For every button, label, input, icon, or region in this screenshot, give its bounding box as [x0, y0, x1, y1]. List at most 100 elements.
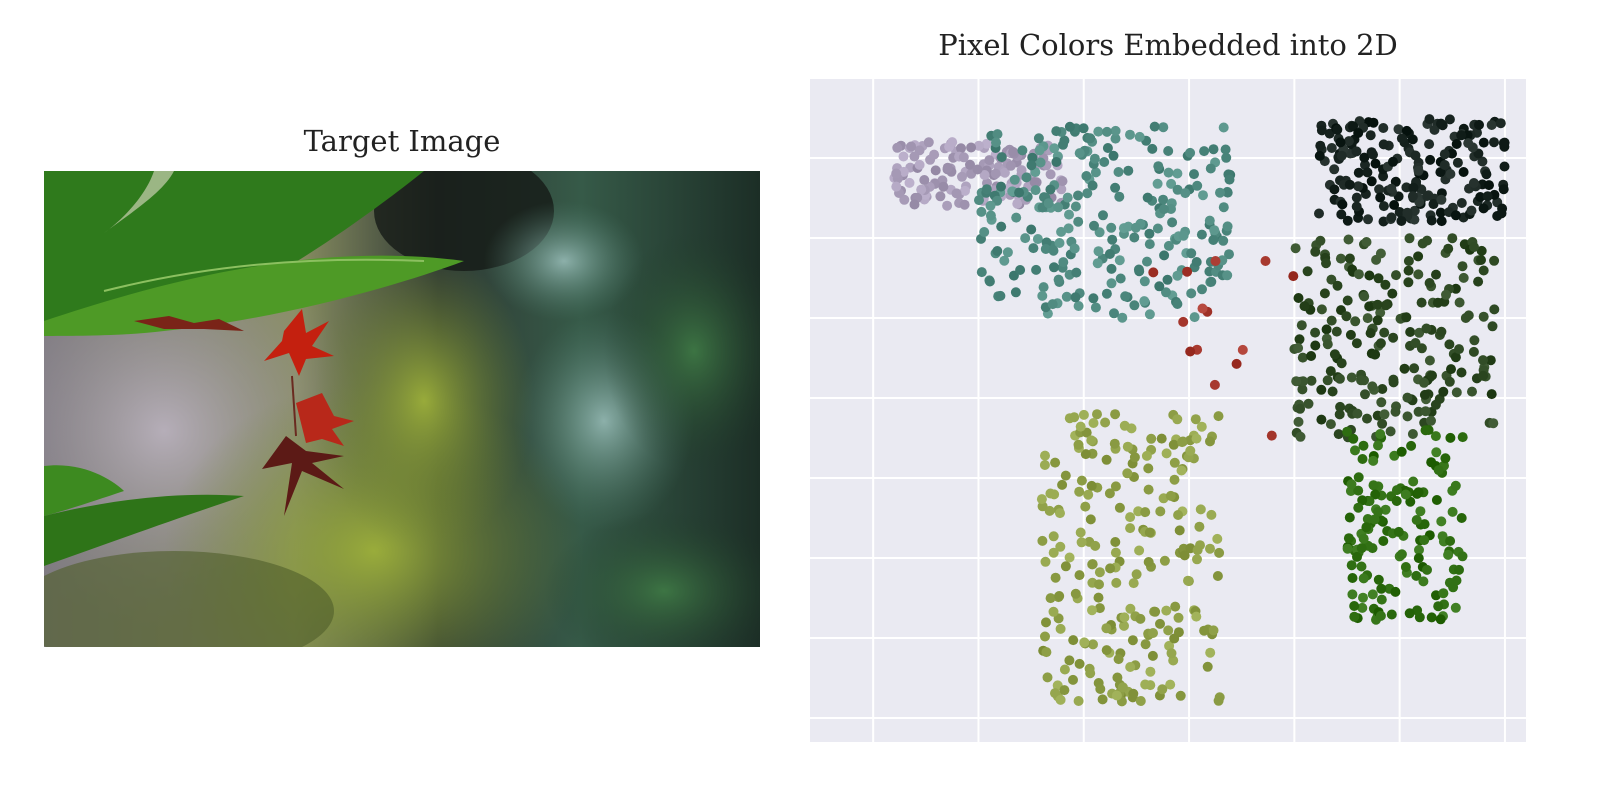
scatter-point [1093, 246, 1104, 257]
scatter-point [1197, 284, 1207, 295]
scatter-point [1172, 299, 1183, 309]
scatter-point [1055, 541, 1066, 552]
scatter-point [1364, 270, 1375, 281]
scatter-point [1456, 367, 1467, 378]
scatter-point [1205, 163, 1216, 174]
scatter-point [1361, 522, 1372, 533]
scatter-point [1155, 506, 1166, 517]
scatter-point [1037, 501, 1048, 512]
scatter-point [1110, 409, 1121, 420]
scatter-point [1112, 672, 1123, 683]
scatter-point [1402, 411, 1413, 422]
scatter-point [1329, 184, 1340, 195]
scatter-point [1431, 269, 1441, 280]
scatter-point [1359, 291, 1370, 302]
scatter-point [1303, 398, 1314, 409]
scatter-point [1365, 130, 1376, 141]
scatter-point [1411, 570, 1422, 581]
scatter-point [1288, 271, 1299, 282]
scatter-point [1016, 165, 1027, 176]
scatter-point [1404, 233, 1415, 244]
scatter-point [1360, 389, 1370, 400]
scatter-point [906, 141, 917, 152]
scatter-point [1055, 694, 1066, 705]
scatter-point [1299, 301, 1310, 312]
scatter-point [1156, 433, 1167, 444]
scatter-point [1192, 554, 1202, 565]
scatter-point [1336, 209, 1347, 220]
scatter-point [1388, 156, 1398, 167]
scatter-point [1032, 234, 1043, 244]
scatter-point [1050, 572, 1061, 583]
scatter-point [1375, 429, 1386, 439]
scatter-point [1358, 592, 1368, 603]
scatter-point [1387, 288, 1398, 299]
scatter-point [1353, 485, 1364, 496]
scatter-point [1218, 122, 1229, 133]
scatter-point [981, 138, 992, 149]
scatter-point [1489, 137, 1499, 148]
scatter-point [996, 181, 1006, 192]
scatter-point [1070, 292, 1081, 303]
scatter-point [1418, 576, 1429, 587]
scatter-point [1378, 201, 1389, 212]
scatter-point [1142, 192, 1153, 203]
scatter-point [1114, 255, 1125, 266]
scatter-point [938, 181, 949, 192]
scatter-point [1332, 124, 1343, 135]
scatter-point [1101, 645, 1112, 656]
scatter-point [1168, 439, 1179, 450]
scatter-point [1166, 648, 1177, 659]
scatter-point [1361, 237, 1372, 247]
scatter-point [1062, 192, 1073, 203]
scatter-point [1484, 180, 1494, 191]
scatter-point [1131, 569, 1142, 580]
scatter-point [1499, 161, 1510, 172]
scatter-point [1041, 617, 1051, 628]
scatter-point [1222, 221, 1233, 232]
scatter-point [1431, 447, 1442, 458]
scatter-point [1163, 146, 1174, 156]
scatter-point [1390, 406, 1401, 417]
scatter-point [1143, 484, 1154, 495]
scatter-point [1335, 137, 1346, 148]
scatter-point [1413, 487, 1424, 498]
scatter-point [984, 276, 995, 287]
scatter-point [1424, 355, 1435, 366]
scatter-point [1386, 212, 1397, 223]
scatter-point [1119, 612, 1130, 623]
scatter-point [909, 199, 920, 210]
scatter-point [1332, 280, 1343, 291]
scatter-point [1205, 647, 1216, 658]
scatter-point [1322, 339, 1333, 350]
scatter-point [923, 137, 934, 148]
scatter-point [1161, 448, 1172, 459]
scatter-point [1310, 340, 1321, 351]
scatter-point [1435, 207, 1446, 218]
scatter-point [1436, 216, 1447, 227]
scatter-point [1378, 536, 1389, 546]
scatter-point [1326, 315, 1337, 326]
scatter-point [1125, 523, 1136, 534]
scatter-point [1169, 633, 1180, 644]
scatter-point [1394, 207, 1405, 217]
scatter-point [1050, 688, 1060, 699]
scatter-point [1436, 326, 1447, 337]
scatter-point [1134, 545, 1145, 556]
scatter-point [1068, 674, 1078, 685]
scatter-point [1331, 326, 1342, 337]
scatter-point [1391, 485, 1402, 496]
scatter-point [1058, 257, 1069, 268]
scatter-point [1189, 312, 1200, 323]
scatter-point [1430, 431, 1441, 442]
scatter-point [1042, 672, 1053, 683]
scatter-point [1167, 217, 1178, 228]
scatter-point [1205, 436, 1215, 447]
scatter-point [1291, 376, 1302, 387]
scatter-point [1476, 245, 1487, 256]
scatter-point [1158, 194, 1169, 205]
scatter-point [1478, 311, 1489, 322]
scatter-point [1296, 320, 1307, 331]
scatter-point [1073, 696, 1084, 706]
scatter-point [1026, 160, 1037, 171]
